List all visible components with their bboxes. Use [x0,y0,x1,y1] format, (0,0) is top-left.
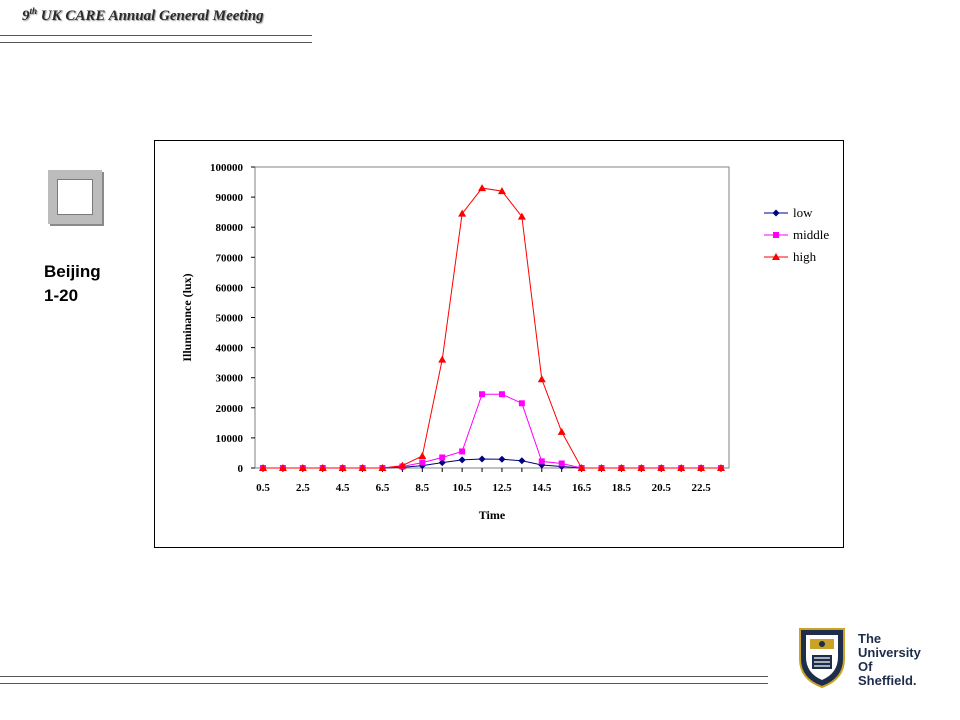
y-tick-label-0: 0 [238,463,244,475]
point-high-18 [617,464,626,471]
header-title: UK CARE Annual General Meeting [37,8,264,24]
point-high-19 [637,464,646,471]
point-middle-10 [459,448,466,455]
x-tick-label-7: 14.5 [532,482,552,494]
header-ordinal-suffix: th [29,6,38,16]
x-tick-label-8: 16.5 [572,482,592,494]
legend-label-high: high [793,249,817,264]
point-high-5 [358,464,367,471]
point-high-7 [398,461,407,469]
point-high-16 [577,464,586,471]
point-high-6 [378,464,387,471]
point-middle-8 [419,459,426,466]
university-logo: The University Of Sheffield. [792,625,928,695]
x-tick-label-9: 18.5 [612,482,632,494]
location-city: Beijing [44,262,101,281]
x-tick-label-4: 8.5 [415,482,429,494]
logo-line: Of [858,659,873,674]
legend-marker-middle [773,232,779,238]
y-tick-label-9: 90000 [216,192,244,204]
legend-label-low: low [793,205,813,220]
point-low-10 [458,456,466,464]
y-tick-label-4: 40000 [216,343,244,355]
footer-divider-bottom [0,683,768,684]
footer-divider-top [0,676,768,677]
shield-icon [799,628,845,689]
logo-wordmark: The University Of Sheffield. [858,632,921,688]
y-axis-title: Illuminance (lux) [180,273,194,361]
point-middle-11 [479,391,486,398]
point-high-9 [438,355,447,363]
slide-bullet-square-inner [57,179,93,215]
point-high-10 [458,209,467,217]
location-date: 1-20 [44,286,79,305]
series-line-high [263,187,721,469]
logo-line: Sheffield. [858,673,917,688]
slide-bullet-square [48,170,102,224]
point-low-9 [438,459,446,467]
point-low-12 [498,455,506,463]
x-tick-label-2: 4.5 [336,482,350,494]
point-high-0 [259,464,267,471]
x-tick-label-11: 22.5 [691,482,711,494]
point-middle-13 [518,400,525,407]
logo-line: University [858,645,921,660]
point-middle-15 [558,460,565,467]
point-middle-12 [498,391,505,398]
point-low-13 [518,457,526,465]
x-axis-title: Time [479,508,506,522]
illuminance-line-chart: 0 10000 20000 30000 40000 50000 60000 70000 8000… [180,162,829,522]
point-high-14 [537,375,546,383]
point-middle-14 [538,458,545,465]
point-high-8 [418,451,427,459]
header-ordinal: 9 [22,8,30,24]
x-tick-label-5: 10.5 [453,482,473,494]
location-label: Beijing 1-20 [44,260,101,308]
legend-marker-low [772,209,780,217]
y-tick-label-2: 20000 [216,403,244,415]
series-line-low [263,458,721,469]
point-high-22 [697,464,706,471]
point-high-2 [298,464,307,471]
point-high-21 [677,464,686,471]
y-tick-label-10: 100000 [210,162,244,174]
point-high-23 [717,464,725,471]
legend-label-middle: middle [793,227,829,242]
point-high-3 [318,464,327,471]
y-tick-label-6: 60000 [216,282,244,294]
x-tick-label-0: 0.5 [256,482,270,494]
plot-area-border [254,166,730,469]
series-line-middle [263,393,721,469]
y-tick-label-3: 30000 [216,373,244,385]
legend-marker-high [772,253,780,260]
x-tick-label-1: 2.5 [296,482,310,494]
x-tick-label-3: 6.5 [376,482,390,494]
x-tick-label-6: 12.5 [492,482,512,494]
point-high-11 [478,184,487,192]
logo-line: The [858,631,882,646]
y-tick-label-5: 50000 [216,313,244,325]
point-high-17 [597,464,606,471]
y-tick-label-7: 70000 [216,252,244,264]
point-middle-9 [439,454,446,461]
point-high-1 [278,464,287,471]
point-low-11 [478,455,486,463]
x-tick-label-10: 20.5 [652,482,672,494]
y-tick-label-1: 10000 [216,433,244,445]
point-high-20 [657,464,666,471]
slide-header: 9th UK CARE Annual General Meeting [22,6,264,25]
point-high-12 [497,187,506,195]
point-high-13 [517,212,526,220]
point-high-4 [338,464,347,471]
header-divider-bottom [0,42,312,43]
y-tick-label-8: 80000 [216,222,244,234]
point-high-15 [557,427,566,435]
chart-area: 0 10000 20000 30000 40000 50000 60000 70000 8000… [154,140,844,548]
header-divider-top [0,35,312,36]
